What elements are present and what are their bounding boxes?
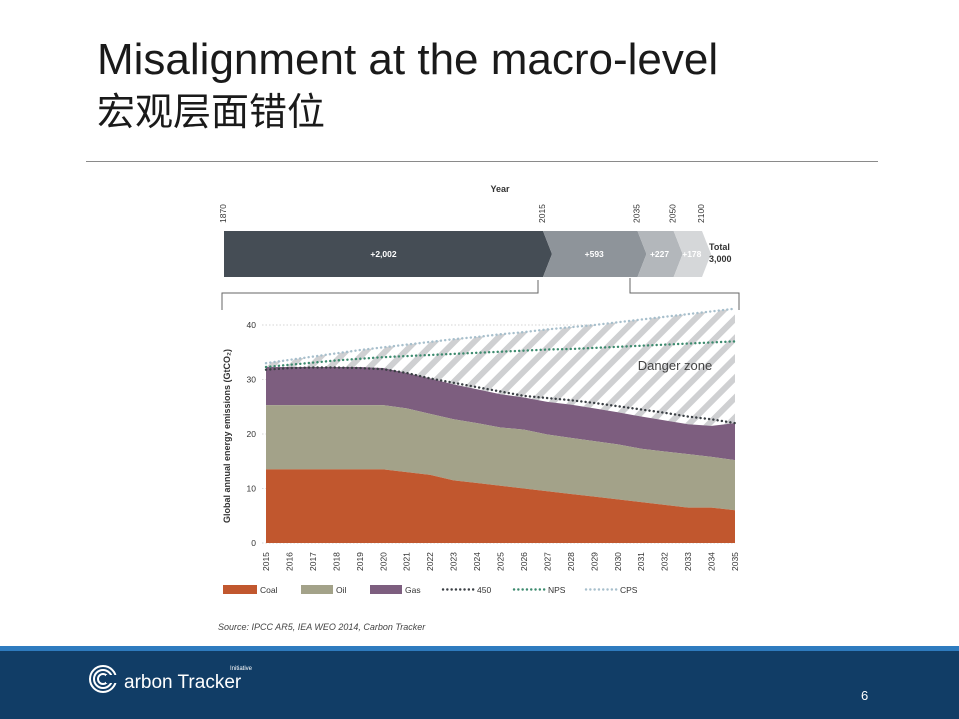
brand-initiative: Initiative [230,666,253,672]
bracket-right [629,278,740,310]
timeline-year-2100: 2100 [696,204,706,223]
x-tick-2027: 2027 [542,552,552,571]
x-tick-2025: 2025 [496,552,506,571]
area-oil [266,405,735,511]
x-tick-2016: 2016 [284,552,294,571]
danger-zone-area [266,308,735,426]
carbon-tracker-logo-icon [89,665,118,693]
x-tick-2023: 2023 [449,552,459,571]
legend-swatch-oil [301,585,333,594]
y-tick-10: 10 [247,484,257,494]
legend-label-oil: Oil [336,585,347,595]
x-tick-2032: 2032 [660,552,670,571]
timeline-title: Year [490,184,510,194]
line-cps [264,307,737,365]
x-tick-2021: 2021 [402,552,412,571]
x-tick-2017: 2017 [308,552,318,571]
y-axis-label: Global annual energy emissions (GtCO₂) [222,349,232,523]
x-tick-2019: 2019 [355,552,365,571]
x-tick-2029: 2029 [589,552,599,571]
x-tick-2020: 2020 [378,552,388,571]
slide-title: Misalignment at the macro-level [97,35,719,84]
timeline-segment-3 [673,231,711,277]
legend-label-coal: Coal [260,585,278,595]
x-tick-2024: 2024 [472,552,482,571]
timeline-year-1870: 1870 [218,204,228,223]
line-450 [264,366,737,425]
x-tick-2018: 2018 [331,552,341,571]
y-tick-20: 20 [247,429,257,439]
slide-subtitle: 宏观层面错位 [97,90,326,134]
timeline-total-value: 3,000 [709,254,732,264]
source-note: Source: IPCC AR5, IEA WEO 2014, Carbon T… [218,622,426,632]
area-gas [266,366,735,461]
legend-label-450: 450 [477,585,491,595]
footer-accent-strip [0,646,959,651]
x-tick-2031: 2031 [636,552,646,571]
timeline-year-2015: 2015 [537,204,547,223]
timeline-segment-label-0: +2,002 [370,249,397,259]
timeline-segment-label-3: +178 [682,249,701,259]
x-tick-2022: 2022 [425,552,435,571]
legend-label-cps: CPS [620,585,638,595]
area-coal [266,469,735,543]
timeline-segment-label-1: +593 [585,249,604,259]
legend-label-nps: NPS [548,585,566,595]
danger-zone-label: Danger zone [638,358,712,373]
y-tick-0: 0 [251,538,256,548]
timeline-segment-0 [224,231,552,277]
x-tick-2034: 2034 [707,552,717,571]
x-tick-2033: 2033 [683,552,693,571]
timeline-year-2035: 2035 [631,204,641,223]
legend-label-gas: Gas [405,585,421,595]
footer-bar [0,651,959,719]
timeline-segment-2 [637,231,683,277]
brand-name: arbon Tracker [124,672,242,693]
x-tick-2026: 2026 [519,552,529,571]
y-tick-30: 30 [247,375,257,385]
timeline-total-label: Total [709,242,730,252]
x-tick-2035: 2035 [730,552,740,571]
x-tick-2028: 2028 [566,552,576,571]
y-tick-40: 40 [247,320,257,330]
x-tick-2030: 2030 [613,552,623,571]
x-tick-2015: 2015 [261,552,271,571]
bracket-left [221,280,539,310]
timeline-year-2050: 2050 [668,204,678,223]
timeline-segment-label-2: +227 [650,249,669,259]
page-number: 6 [861,688,869,703]
legend-swatch-coal [223,585,257,594]
timeline-segment-1 [542,231,647,277]
line-nps [264,340,737,369]
legend-swatch-gas [370,585,402,594]
title-divider [86,161,878,162]
